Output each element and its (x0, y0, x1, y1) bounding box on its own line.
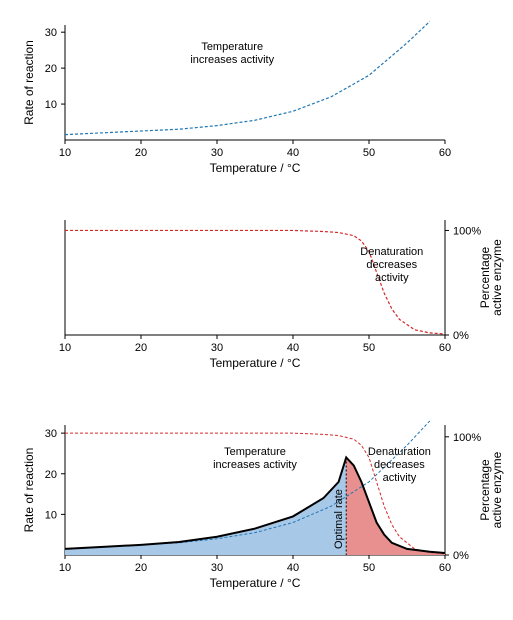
y-left-tick: 10 (45, 99, 57, 111)
chart2-annotation: decreases (366, 259, 417, 271)
y-left-tick: 20 (45, 63, 57, 75)
chart3-ann-right: activity (383, 472, 417, 484)
y-right-tick: 0% (453, 330, 469, 342)
x-tick-label: 30 (211, 562, 223, 574)
charts-svg: 10 20 30 40 50 60 Temperature / °C 10 20 30 Rate o… (10, 10, 513, 610)
x-tick-label: 10 (59, 342, 71, 354)
x-tick-label: 30 (211, 147, 223, 159)
x-tick-label: 60 (439, 342, 451, 354)
y-left-tick: 30 (45, 27, 57, 39)
x-tick-label: 10 (59, 562, 71, 574)
chart2-annotation: activity (375, 272, 409, 284)
chart1-annotation: increases activity (190, 54, 274, 66)
enzyme-charts: 10 20 30 40 50 60 Temperature / °C 10 20 30 Rate o… (10, 10, 503, 610)
x-tick-label: 40 (287, 342, 299, 354)
x-axis-label: Temperature / °C (210, 161, 301, 175)
x-axis-label: Temperature / °C (210, 576, 301, 590)
y-left-tick: 10 (45, 509, 57, 521)
chart3-ann-right: Denaturation (368, 446, 431, 458)
y-right-tick: 0% (453, 550, 469, 562)
y-right-tick: 100% (453, 432, 481, 444)
y-left-tick: 20 (45, 469, 57, 481)
optimal-label: Optimal rate (333, 489, 345, 549)
x-tick-label: 30 (211, 342, 223, 354)
x-tick-label: 20 (135, 147, 147, 159)
y-left-tick: 30 (45, 428, 57, 440)
x-tick-label: 20 (135, 342, 147, 354)
y-right-label: active enzyme (490, 451, 504, 528)
chart3-ann-left: Temperature (224, 446, 286, 458)
x-tick-label: 50 (363, 147, 375, 159)
temperature-curve (65, 21, 430, 134)
chart3-ann-left: increases activity (213, 459, 297, 471)
y-left-label: Rate of reaction (22, 448, 36, 533)
y-right-tick: 100% (453, 225, 481, 237)
x-tick-label: 10 (59, 147, 71, 159)
chart3-ann-right: decreases (374, 459, 425, 471)
y-left-label: Rate of reaction (22, 40, 36, 125)
chart1-annotation: Temperature (201, 41, 263, 53)
x-tick-label: 50 (363, 342, 375, 354)
x-tick-label: 50 (363, 562, 375, 574)
y-right-label: active enzyme (490, 239, 504, 316)
x-tick-label: 40 (287, 562, 299, 574)
x-axis-label: Temperature / °C (210, 356, 301, 370)
x-tick-label: 20 (135, 562, 147, 574)
chart2-annotation: Denaturation (360, 246, 423, 258)
x-tick-label: 40 (287, 147, 299, 159)
x-tick-label: 60 (439, 147, 451, 159)
x-tick-label: 60 (439, 562, 451, 574)
